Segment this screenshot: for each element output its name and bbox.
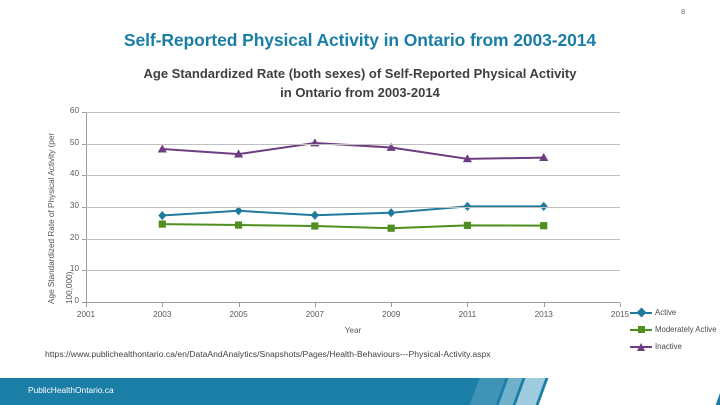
y-axis-tick [82,302,86,303]
data-point [158,210,167,221]
legend-swatch-icon [630,325,652,335]
series-layer [157,138,549,232]
y-axis-tick-label: 50 [69,137,79,147]
x-axis-tick-label: 2015 [610,310,630,319]
y-axis-tick-label: 10 [69,264,79,274]
chart-legend: Active Moderately Active Inactive [630,304,717,355]
data-point [462,154,473,163]
data-point [386,142,396,151]
data-point [539,201,548,211]
series-line [162,205,544,217]
data-point [387,224,395,232]
x-axis-tick-label: 2009 [382,310,401,319]
grid-line [86,112,620,113]
x-axis-tick [543,303,545,307]
data-point [234,221,243,229]
x-axis-tick-label: 2011 [458,310,477,319]
data-point [311,222,319,230]
x-axis-tick [620,303,621,307]
x-axis-tick-label: 2007 [305,310,324,319]
x-axis-tick-label: 2013 [534,310,553,319]
data-point [463,221,472,229]
legend-swatch-icon [630,307,652,318]
x-axis-tick [238,303,240,307]
chart-subtitle-line2: in Ontario from 2003-2014 [280,85,440,100]
legend-swatch-icon [630,342,652,352]
data-point [463,201,472,211]
legend-item[interactable]: Moderately Active [630,321,717,338]
y-axis-tick [82,112,86,113]
grid-line [86,175,620,177]
grid-line [86,270,620,272]
x-axis-tick [391,303,393,307]
data-point [540,222,548,230]
y-axis-tick-label: 20 [69,232,79,242]
legend-label: Moderately Active [655,325,717,334]
page-number: 8 [681,7,686,16]
grid-line [86,207,620,208]
x-axis-tick-label: 2003 [153,310,172,319]
data-point [158,220,166,228]
chart-subtitle: Age Standardized Rate (both sexes) of Se… [60,64,660,102]
x-axis-tick [86,303,87,307]
x-axis-tick-label: 2001 [76,310,96,319]
y-axis-tick [82,175,86,177]
y-axis-tick [82,270,86,272]
legend-item[interactable]: Inactive [630,338,717,355]
y-axis-tick-label: 30 [69,201,79,210]
y-axis-title-line1: Age Standardized Rate of Physical Activi… [47,132,56,304]
data-point [387,208,396,218]
footer-brand: PublicHealthOntario.ca [28,385,114,395]
y-axis-tick-label: 0 [74,296,79,305]
chart-subtitle-line1: Age Standardized Rate (both sexes) of Se… [143,66,577,81]
series-line [162,223,544,230]
x-axis-line [86,302,620,303]
x-axis-tick [162,303,164,307]
data-point [310,210,319,220]
x-axis-tick [314,303,316,307]
y-axis-tick [82,207,86,208]
data-point [539,153,549,161]
x-axis-title: Year [344,326,362,335]
legend-label: Active [655,308,677,317]
x-axis-tick [467,303,469,307]
footer-stripe-4 [533,378,720,405]
plot-area: Year 0 10 20 30 40 50 60 2001 2003 2005 2007 2009 20… [70,106,629,335]
data-point [234,206,243,216]
grid-line [86,143,620,145]
source-url[interactable]: https://www.publichealthontario.ca/en/Da… [45,349,491,359]
series-line [162,142,544,160]
data-point [233,149,244,158]
x-axis-tick-label: 2005 [229,310,248,319]
data-point [157,144,167,153]
y-axis-tick-label: 40 [69,169,79,179]
y-axis-tick-label: 60 [69,106,79,115]
legend-label: Inactive [655,342,682,351]
y-axis-tick [82,238,86,240]
chart: Age Standardized Rate of Physical Activi… [36,104,717,351]
y-axis-tick [82,143,86,145]
legend-item[interactable]: Active [630,304,717,321]
slide-footer: PublicHealthOntario.ca [0,378,720,405]
grid-line [86,238,620,240]
page-title: Self-Reported Physical Activity in Ontar… [123,30,597,50]
